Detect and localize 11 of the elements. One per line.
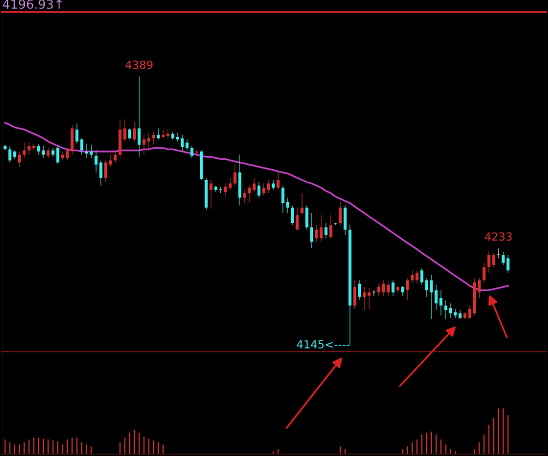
candlestick [324, 222, 328, 238]
candlestick [28, 142, 30, 155]
candlestick [85, 144, 88, 158]
annotation: 4233 [484, 232, 512, 241]
candlestick [210, 180, 213, 209]
annotation: 4389 [126, 60, 153, 69]
candlestick [449, 303, 452, 318]
candlestick [176, 132, 179, 142]
candlestick [51, 148, 54, 157]
candlestick [142, 134, 146, 155]
annotation: 4145<---- [296, 340, 350, 349]
